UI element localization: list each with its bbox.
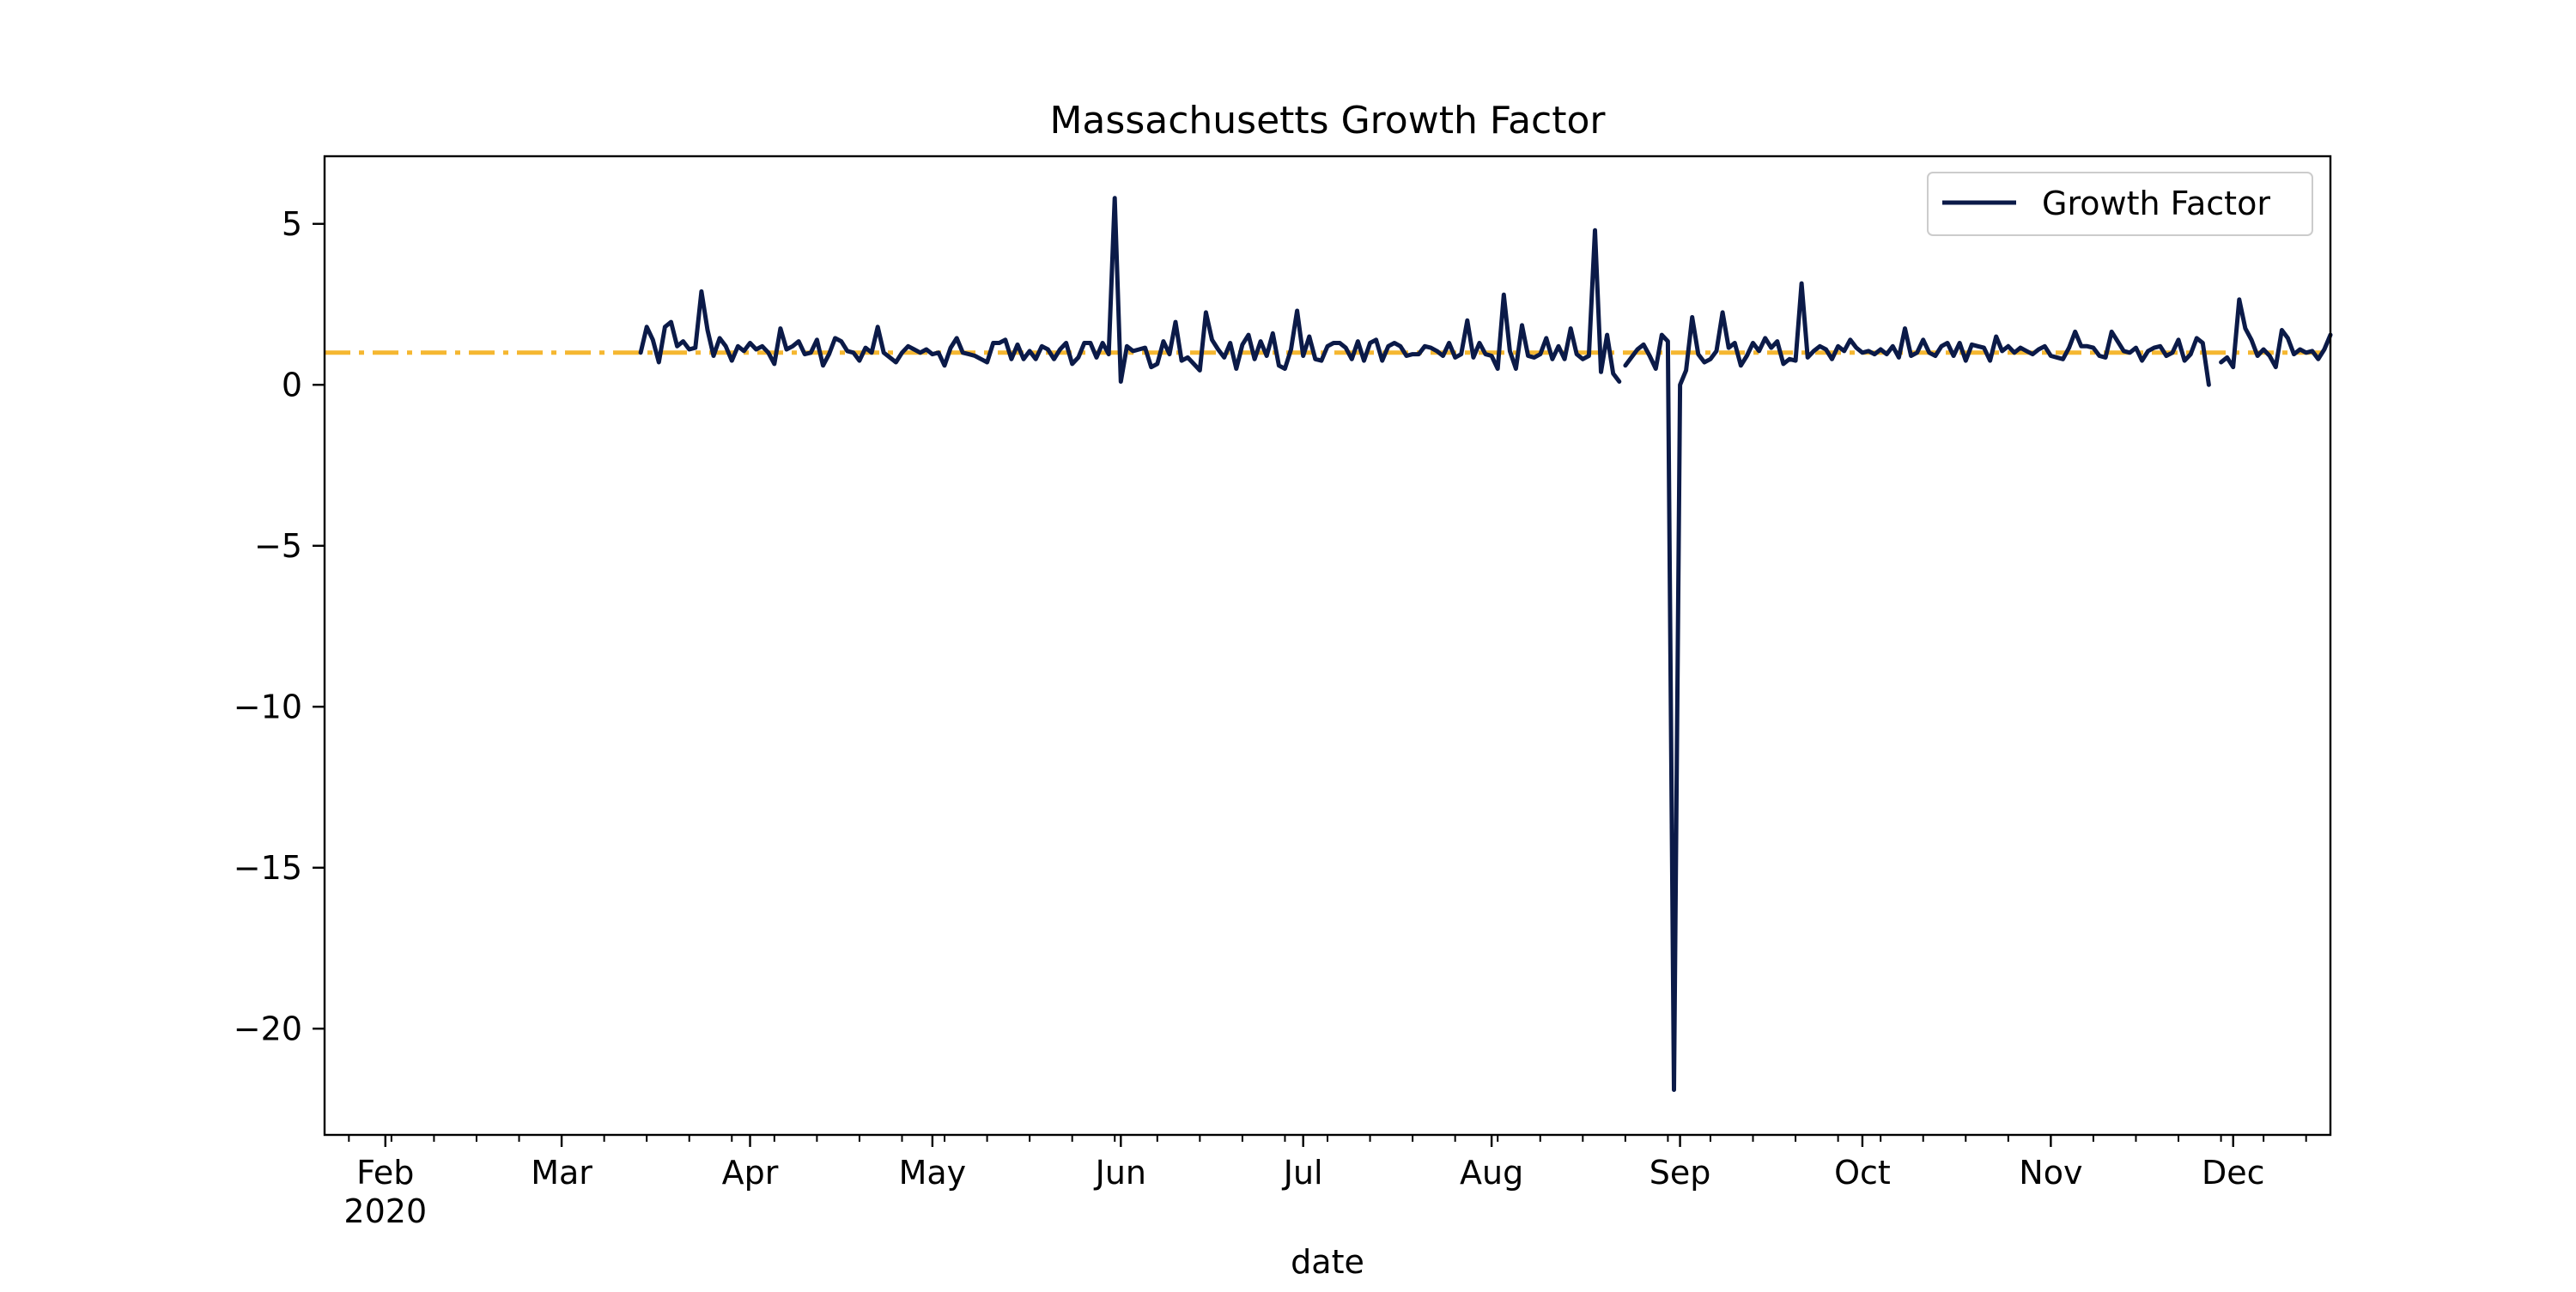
x-tick-label-sep: Sep	[1649, 1154, 1711, 1192]
series-growth-factor-segment-2	[1623, 281, 2211, 1092]
y-axis: 5 0 −5 −10 −15 −20	[234, 205, 325, 1047]
x-tick-label-mar: Mar	[531, 1154, 592, 1192]
plot-frame	[323, 155, 2332, 1137]
x-axis-label: date	[1291, 1243, 1364, 1281]
y-tick-label: −10	[234, 688, 302, 725]
series-growth-factor-segment-3	[2219, 297, 2333, 370]
x-tick-sublabel-year: 2020	[343, 1192, 427, 1230]
y-tick-label: 0	[282, 366, 302, 403]
y-tick-label: −15	[234, 849, 302, 887]
y-tick-label: 5	[282, 205, 302, 243]
y-tick-label: −5	[254, 527, 302, 565]
legend-label-growth-factor: Growth Factor	[2042, 185, 2270, 222]
x-tick-label-oct: Oct	[1834, 1154, 1891, 1192]
series-layer	[638, 196, 2333, 1092]
x-tick-label-jun: Jun	[1094, 1154, 1146, 1192]
x-tick-label-nov: Nov	[2019, 1154, 2082, 1192]
x-tick-label-feb: Feb	[356, 1154, 414, 1192]
x-tick-label-dec: Dec	[2202, 1154, 2265, 1192]
series-growth-factor-segment-1	[638, 196, 1622, 384]
x-tick-label-may: May	[899, 1154, 967, 1192]
legend-box	[1927, 172, 2313, 236]
x-tick-label-aug: Aug	[1460, 1154, 1523, 1192]
legend: Growth Factor	[1927, 172, 2313, 236]
x-tick-label-jul: Jul	[1282, 1154, 1323, 1192]
chart-title: Massachusetts Growth Factor	[1049, 99, 1606, 143]
x-tick-label-apr: Apr	[722, 1154, 779, 1192]
y-tick-label: −20	[234, 1010, 302, 1047]
